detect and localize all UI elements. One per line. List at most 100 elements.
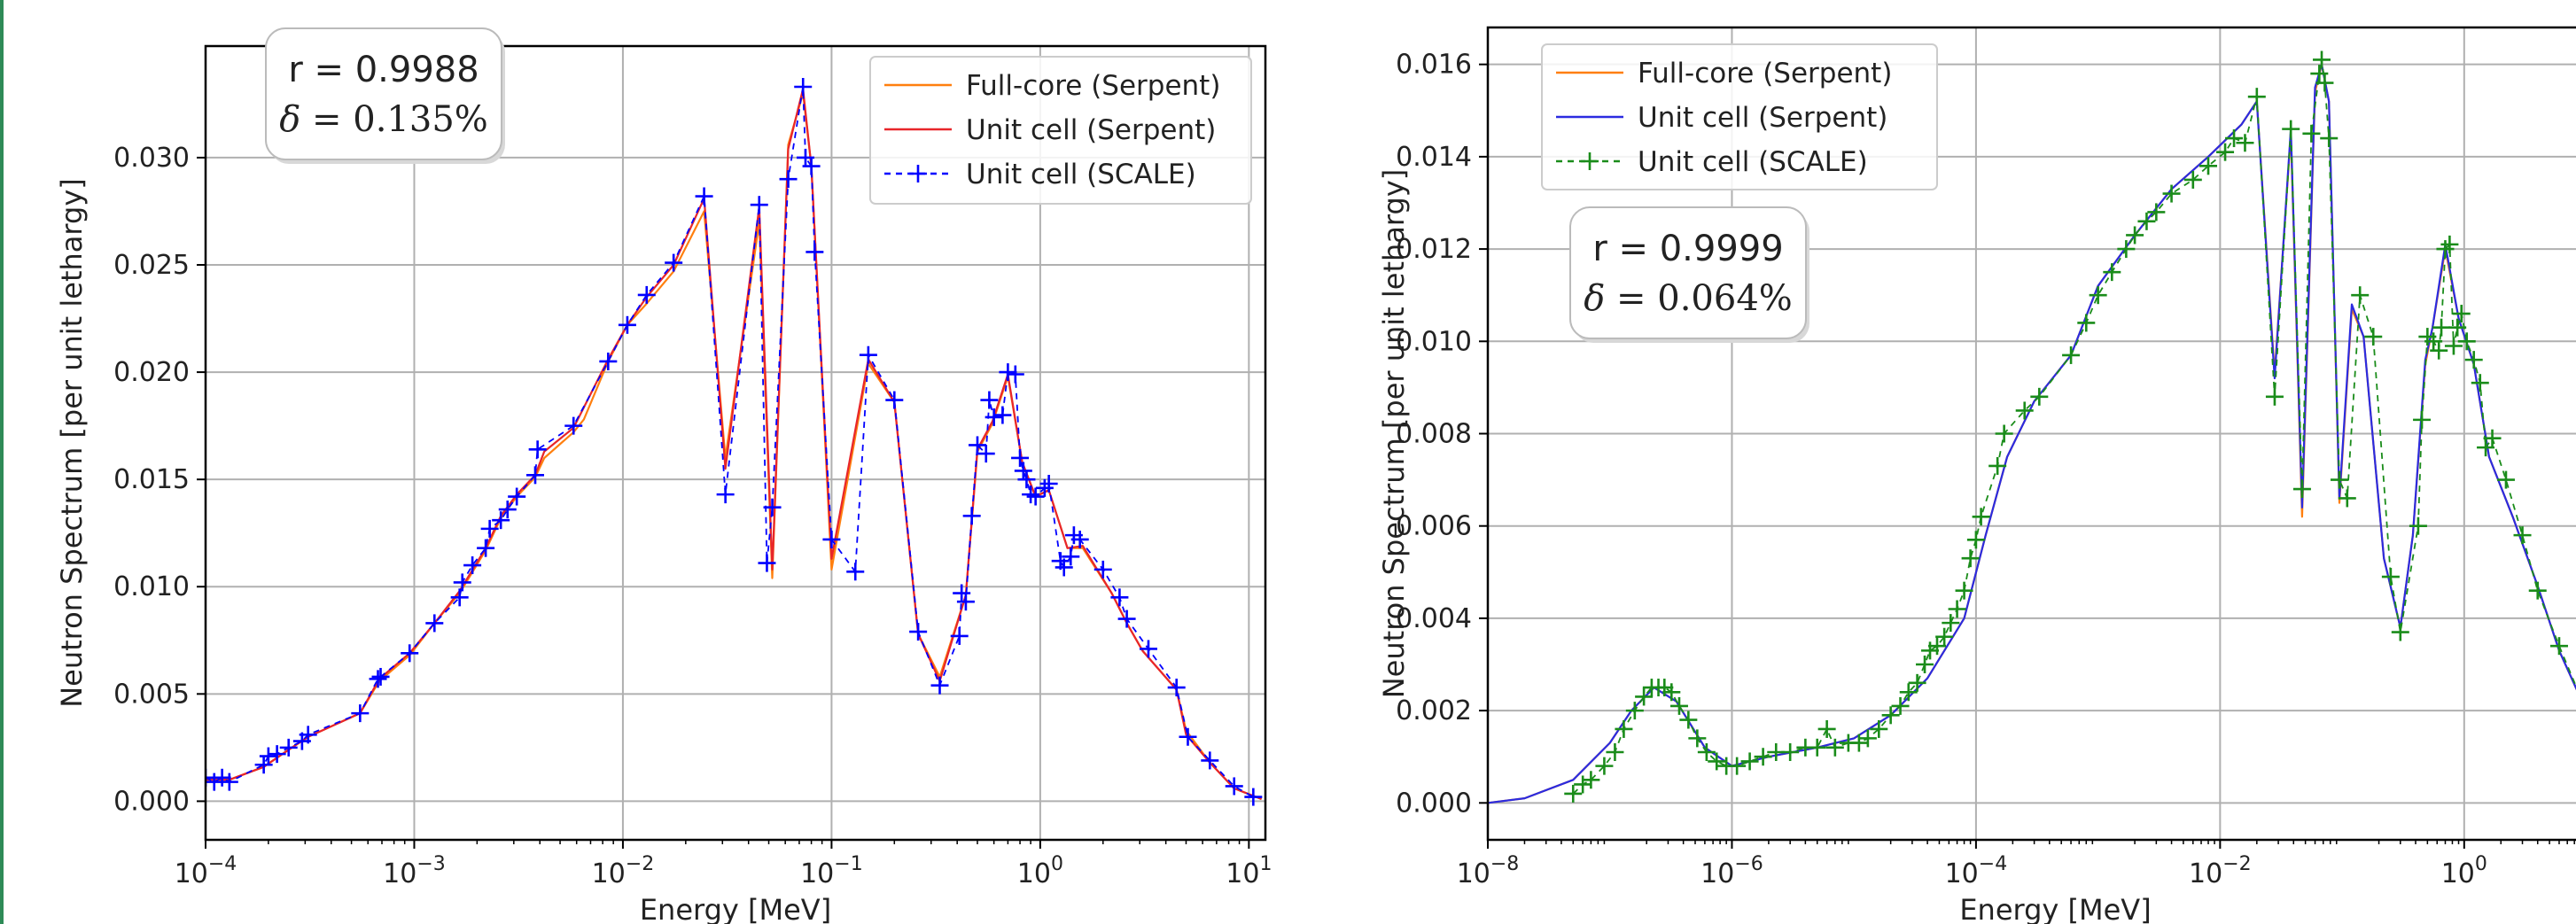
data-point <box>2528 581 2547 600</box>
data-point <box>618 315 636 334</box>
data-point <box>1625 702 1644 720</box>
series-line-3 <box>1572 58 2576 795</box>
data-point <box>2464 351 2483 369</box>
data-point <box>637 285 656 304</box>
data-point <box>525 466 544 485</box>
data-point <box>268 745 286 764</box>
legend-label: Unit cell (SCALE) <box>966 159 1196 190</box>
data-point <box>1062 547 1080 566</box>
data-point <box>2444 337 2463 355</box>
data-point <box>805 243 824 261</box>
data-point <box>1916 656 1934 674</box>
data-point <box>2338 489 2356 508</box>
y-axis-label: Neutron Spectrum [per unit lethargy] <box>55 178 89 708</box>
data-point <box>2137 212 2156 230</box>
x-tick-label: 10−2 <box>592 853 655 889</box>
data-point <box>450 588 469 607</box>
data-point <box>401 644 419 663</box>
delta-symbol: δ <box>279 99 300 140</box>
data-point <box>1754 748 1772 766</box>
data-point <box>993 406 1012 424</box>
data-point <box>1740 752 1759 771</box>
data-point <box>299 726 317 744</box>
legend-item: Full-core (Serpent) <box>884 70 1220 102</box>
chart-right: 10−8 10−6 10−4 10−2 100 0.000 0.002 0.004 0.006 0… <box>1377 26 2576 924</box>
data-point <box>1928 637 1947 656</box>
data-point <box>1117 610 1136 628</box>
y-tick-label: 0.000 <box>113 786 190 817</box>
data-point <box>2103 263 2121 282</box>
data-point <box>1948 600 1966 618</box>
data-point <box>1615 719 1633 738</box>
x-tick-label: 10−1 <box>800 853 863 889</box>
chart-left: 10−4 10−3 10−2 10−1 100 101 0.000 0.005 0.010 0.0… <box>55 27 1272 924</box>
plot-area <box>206 78 1263 806</box>
data-point <box>969 436 987 454</box>
data-point <box>2225 129 2244 148</box>
data-point <box>1035 478 1054 497</box>
figure-left-border <box>0 0 4 924</box>
data-point <box>220 773 238 791</box>
delta-value: = 0.135% <box>300 99 487 140</box>
data-point <box>1201 751 1219 770</box>
x-tick-label: 10−2 <box>2189 853 2252 889</box>
data-point <box>425 614 444 633</box>
data-point <box>1708 752 1726 771</box>
data-point <box>2282 120 2300 138</box>
data-point <box>2409 516 2427 535</box>
data-point <box>2351 286 2370 305</box>
data-point <box>1225 777 1243 796</box>
data-point <box>716 485 735 504</box>
data-point <box>1110 588 1129 607</box>
data-point <box>953 584 971 602</box>
data-point <box>1635 687 1654 706</box>
legend-label: Unit cell (Serpent) <box>966 114 1216 146</box>
x-tick-label: 10−4 <box>1945 853 2008 889</box>
data-point <box>1995 424 2013 443</box>
data-point <box>1244 788 1263 806</box>
data-point <box>2448 318 2467 337</box>
plot-area <box>1488 50 2576 804</box>
data-point <box>750 196 768 214</box>
series-line-3 <box>206 86 1254 798</box>
x-axis-label: Energy [MeV] <box>640 893 831 924</box>
data-point <box>2430 341 2448 360</box>
data-point <box>2436 240 2455 259</box>
x-axis-label: Energy [MeV] <box>1959 893 2151 924</box>
x-tick-label: 10−4 <box>175 853 237 889</box>
y-tick-label: 0.000 <box>1396 788 1472 819</box>
data-point <box>2162 184 2181 203</box>
stats-box: r = 0.9999 δ = 0.064% <box>1569 206 1809 343</box>
data-point <box>2126 226 2144 245</box>
legend-item: Unit cell (SCALE) <box>1556 146 1868 178</box>
delta-value: = 0.064% <box>1605 278 1792 319</box>
data-point <box>1070 530 1089 548</box>
data-point <box>980 391 999 409</box>
x-tick-label: 100 <box>1017 853 1063 889</box>
data-point <box>962 507 981 525</box>
data-point <box>1908 673 1926 692</box>
data-point <box>498 501 517 519</box>
data-point <box>2183 170 2202 189</box>
data-point <box>599 352 618 370</box>
data-point <box>1039 475 1058 493</box>
data-point <box>2062 346 2081 364</box>
data-point <box>846 563 865 581</box>
deviation-text: δ = 0.135% <box>279 99 488 140</box>
data-point <box>665 253 683 272</box>
legend-item: Unit cell (Serpent) <box>884 114 1216 146</box>
data-point <box>2199 157 2218 175</box>
data-point <box>2077 314 2096 332</box>
data-point <box>1582 771 1600 789</box>
data-point <box>371 667 390 686</box>
data-point <box>1988 456 2007 475</box>
data-point <box>2030 387 2049 406</box>
data-point <box>1006 365 1024 384</box>
data-point <box>2320 129 2339 148</box>
data-point <box>1179 727 1197 746</box>
y-tick-label: 0.006 <box>1396 511 1472 542</box>
data-point <box>2496 470 2515 489</box>
data-point <box>2457 332 2476 351</box>
data-point <box>2471 374 2489 392</box>
